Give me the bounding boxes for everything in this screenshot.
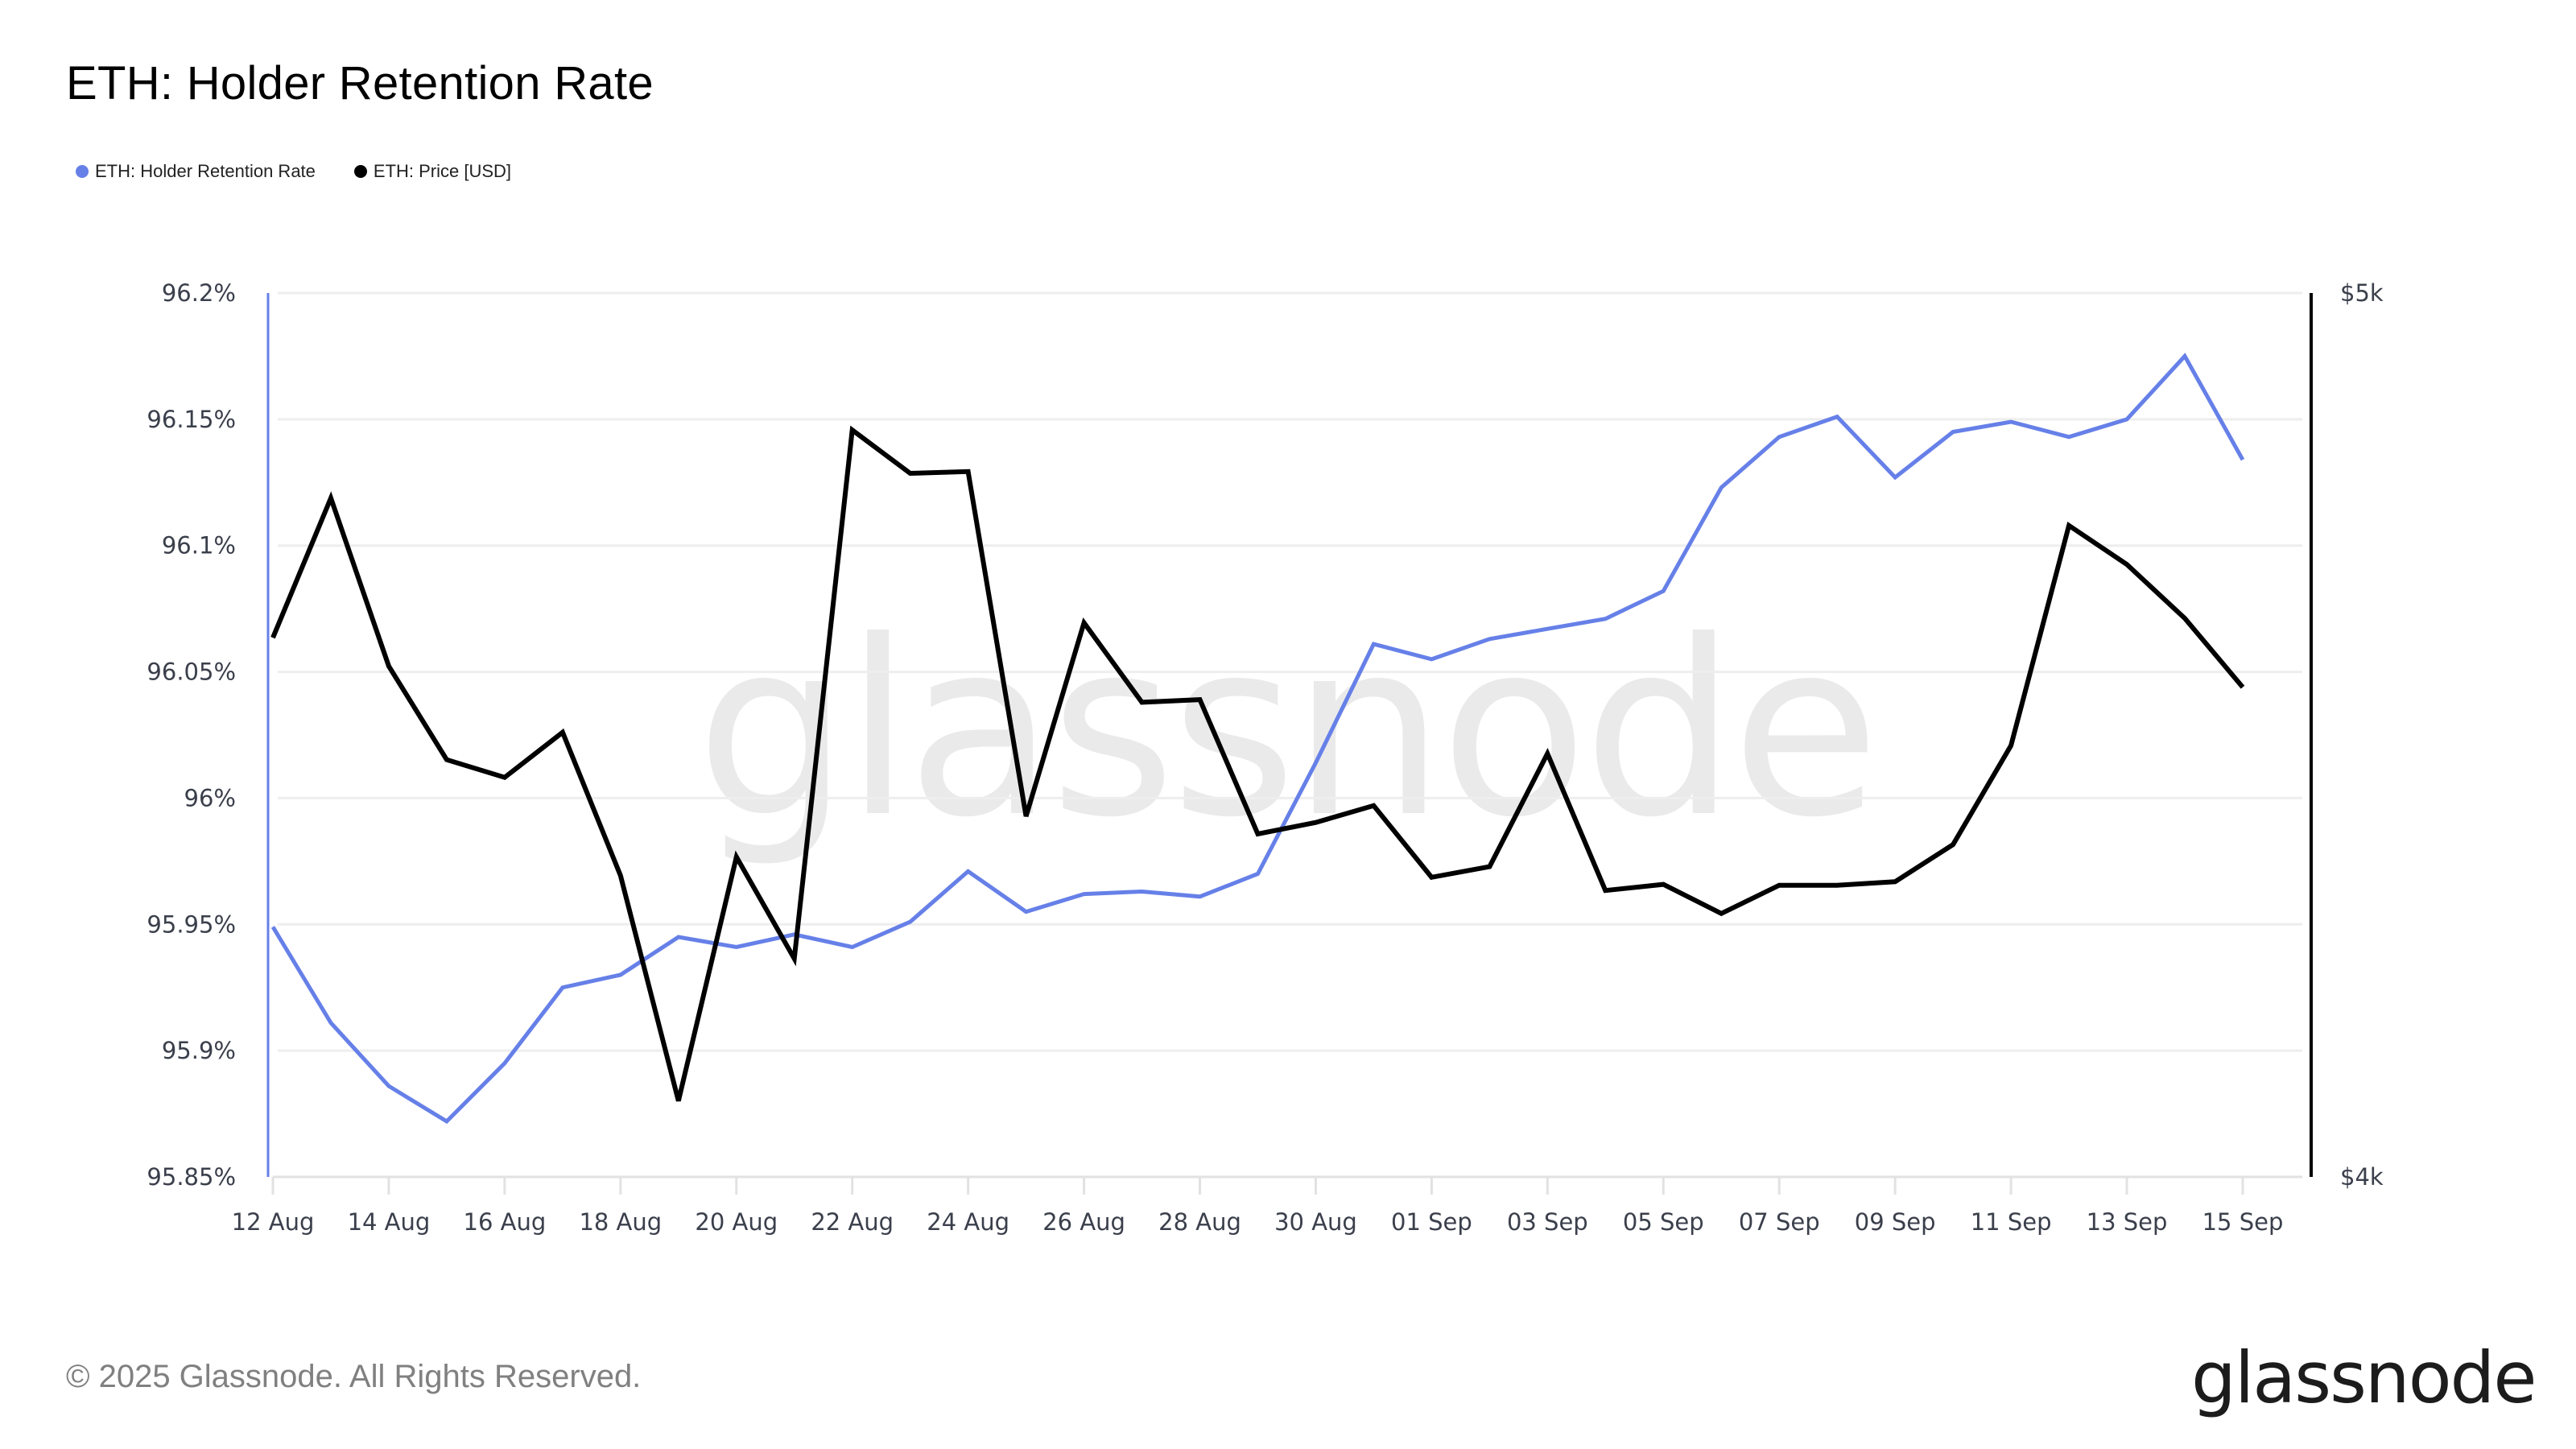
legend-item-price[interactable]: ETH: Price [USD] bbox=[353, 161, 512, 182]
x-tick-label: 18 Aug bbox=[579, 1208, 662, 1236]
x-tick-label: 15 Sep bbox=[2202, 1208, 2284, 1236]
x-tick-label: 11 Sep bbox=[1971, 1208, 2052, 1236]
x-tick-label: 14 Aug bbox=[348, 1208, 431, 1236]
x-tick-label: 07 Sep bbox=[1739, 1208, 1820, 1236]
y2-tick-label: $5k bbox=[2340, 279, 2384, 307]
y-tick-label: 96% bbox=[184, 784, 236, 811]
series-lines bbox=[270, 353, 2245, 1125]
y2-tick-label: $4k bbox=[2340, 1163, 2384, 1191]
x-tick-label: 13 Sep bbox=[2087, 1208, 2168, 1236]
y-axis-right: $5k $4k bbox=[2310, 279, 2384, 1191]
legend-item-retention[interactable]: ETH: Holder Retention Rate bbox=[76, 161, 316, 182]
y-tick-label: 96.2% bbox=[162, 279, 236, 307]
y-tick-label: 96.05% bbox=[147, 658, 236, 686]
x-tick-label: 20 Aug bbox=[695, 1208, 778, 1236]
chart-title: ETH: Holder Retention Rate bbox=[66, 57, 654, 109]
x-tick-label: 05 Sep bbox=[1623, 1208, 1704, 1236]
x-tick-label: 12 Aug bbox=[232, 1208, 315, 1236]
x-tick-label: 01 Sep bbox=[1391, 1208, 1472, 1236]
x-axis: 12 Aug 14 Aug 16 Aug 18 Aug 20 Aug 22 Aug 24 A… bbox=[232, 1175, 2302, 1236]
price-dot-icon bbox=[353, 165, 367, 178]
x-tick-label: 03 Sep bbox=[1507, 1208, 1588, 1236]
y-tick-label: 96.15% bbox=[147, 406, 236, 433]
y-tick-label: 95.95% bbox=[147, 910, 236, 938]
watermark: glassnode bbox=[696, 589, 1876, 870]
retention-dot-icon bbox=[76, 165, 89, 178]
legend: ETH: Holder Retention Rate ETH: Price [U… bbox=[76, 161, 511, 182]
y-axis-left: 96.2% 96.15% 96.1% 96.05% 96% 95.95% 95.9% 95.8… bbox=[147, 279, 270, 1191]
legend-label-price: ETH: Price [USD] bbox=[373, 161, 512, 181]
copyright-text: © 2025 Glassnode. All Rights Reserved. bbox=[66, 1359, 642, 1394]
x-tick-label: 26 Aug bbox=[1042, 1208, 1125, 1236]
x-tick-label: 09 Sep bbox=[1855, 1208, 1936, 1236]
price-line[interactable] bbox=[270, 425, 2245, 1102]
legend-label-retention: ETH: Holder Retention Rate bbox=[95, 161, 316, 181]
x-tick-label: 22 Aug bbox=[811, 1208, 894, 1236]
glassnode-logo: glassnode bbox=[2191, 1336, 2537, 1419]
y-tick-label: 95.85% bbox=[147, 1163, 236, 1191]
x-tick-label: 24 Aug bbox=[927, 1208, 1009, 1236]
x-tick-label: 28 Aug bbox=[1158, 1208, 1241, 1236]
y-tick-label: 96.1% bbox=[162, 532, 236, 559]
retention-rate-line[interactable] bbox=[270, 353, 2245, 1125]
x-tick-label: 30 Aug bbox=[1274, 1208, 1357, 1236]
y-tick-label: 95.9% bbox=[162, 1037, 236, 1064]
x-tick-label: 16 Aug bbox=[464, 1208, 547, 1236]
